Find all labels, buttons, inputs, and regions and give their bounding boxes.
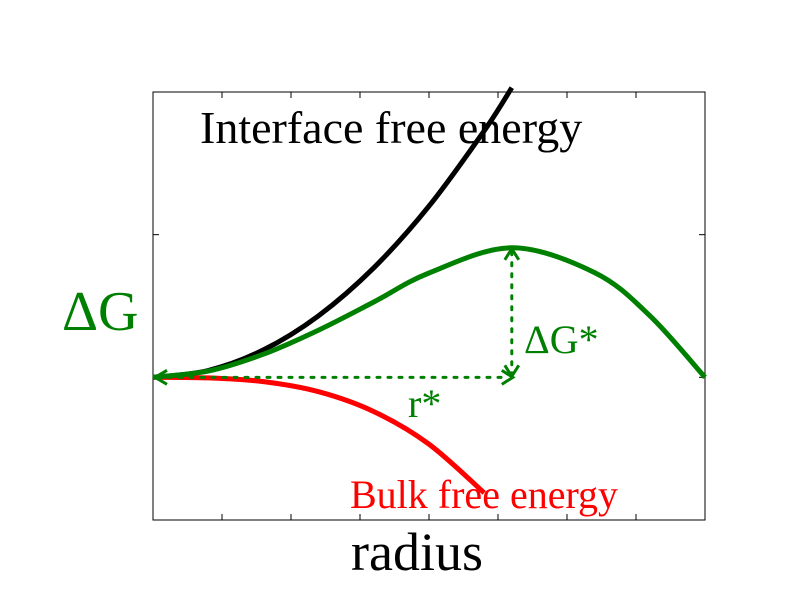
critical-energy-arrowhead-bottom (503, 364, 521, 380)
axis-ticks (153, 92, 705, 520)
y-axis-label: ΔG (62, 281, 138, 343)
critical-radius-arrowhead-left (152, 369, 168, 386)
total-free-energy-curve (152, 245, 707, 380)
critical-energy-arrowhead-top (503, 245, 521, 261)
x-axis-label: radius (351, 522, 483, 582)
critical-radius-label: r* (408, 381, 441, 426)
interface-free-energy-label: Interface free energy (200, 102, 582, 153)
critical-energy-label: ΔG* (524, 317, 599, 362)
bulk-free-energy-curve (152, 374, 486, 495)
plot-frame (152, 91, 706, 521)
bulk-free-energy-label: Bulk free energy (350, 472, 618, 517)
